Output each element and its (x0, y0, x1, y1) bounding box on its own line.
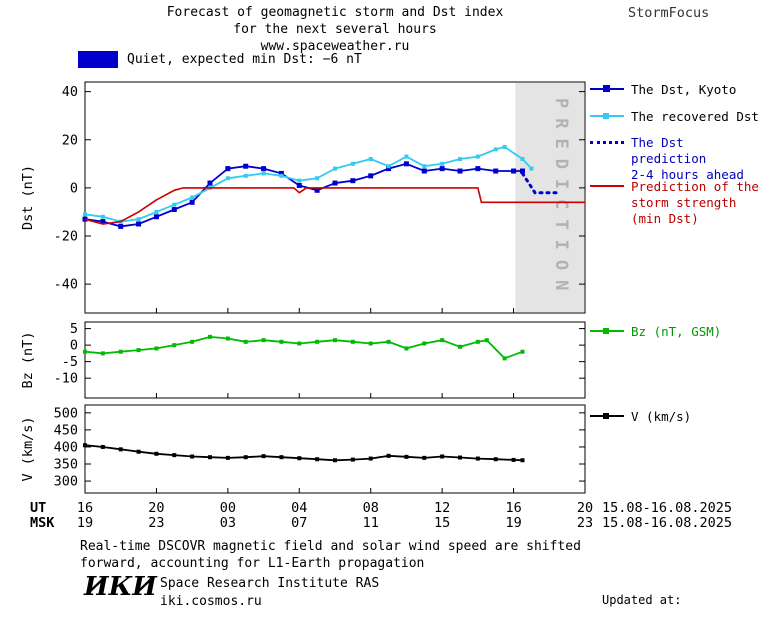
svg-text:0: 0 (70, 180, 78, 196)
svg-text:20: 20 (148, 500, 164, 516)
svg-text:19: 19 (505, 515, 521, 531)
svg-text:16: 16 (505, 500, 521, 516)
dst-kyoto-line-sample-icon (590, 82, 624, 96)
svg-text:20: 20 (577, 500, 593, 516)
svg-text:5: 5 (70, 321, 78, 337)
svg-text:08: 08 (363, 500, 379, 516)
svg-text:20: 20 (62, 132, 78, 148)
bz-line-sample-icon (590, 324, 624, 338)
note-line-2: forward, accounting for L1-Earth propaga… (80, 556, 425, 571)
svg-text:400: 400 (54, 439, 78, 455)
svg-text:PREDICTION: PREDICTION (551, 98, 571, 300)
svg-text:450: 450 (54, 422, 78, 438)
legend-label-bz: Bz (nT, GSM) (631, 324, 722, 339)
institute-name: Space Research Institute RAS (160, 576, 380, 591)
legend-label-dst-kyoto: The Dst, Kyoto (631, 82, 737, 97)
svg-text:23: 23 (577, 515, 593, 531)
svg-text:350: 350 (54, 457, 78, 473)
legend-label-storm-prediction: Prediction of the storm strength (min Ds… (631, 179, 759, 226)
iki-logo: ИКИ (84, 572, 157, 602)
dst-prediction-dotted-line-icon (590, 135, 624, 149)
svg-text:07: 07 (291, 515, 307, 531)
legend-label-recovered-dst: The recovered Dst (631, 109, 759, 124)
legend-label-v: V (km/s) (631, 409, 692, 424)
updated-label: Updated at: (602, 593, 682, 607)
status-row: Quiet, expected min Dst: −6 nT (78, 51, 362, 68)
svg-text:UT: UT (30, 500, 46, 516)
svg-text:40: 40 (62, 84, 78, 100)
svg-text:Bz (nT): Bz (nT) (20, 332, 36, 389)
legend-item-storm-prediction: Prediction of the storm strength (min Ds… (590, 179, 759, 227)
note-line-1: Real-time DSCOVR magnetic field and sola… (80, 539, 581, 554)
v-line-sample-icon (590, 409, 624, 423)
svg-text:12: 12 (434, 500, 450, 516)
legend-item-dst-kyoto: The Dst, Kyoto (590, 82, 736, 98)
legend-item-dst-prediction: The Dst prediction 2-4 hours ahead (590, 135, 760, 183)
recovered-dst-line-sample-icon (590, 109, 624, 123)
svg-text:04: 04 (291, 500, 307, 516)
svg-text:15.08-16.08.2025: 15.08-16.08.2025 (602, 515, 732, 531)
svg-text:16: 16 (77, 500, 93, 516)
svg-text:-5: -5 (62, 354, 78, 370)
legend-item-recovered-dst: The recovered Dst (590, 109, 759, 125)
svg-text:11: 11 (363, 515, 379, 531)
legend-item-bz: Bz (nT, GSM) (590, 324, 721, 340)
legend-item-v: V (km/s) (590, 409, 691, 425)
svg-text:00: 00 (220, 500, 236, 516)
page-title: Forecast of geomagnetic storm and Dst in… (75, 4, 595, 55)
storm-prediction-line-icon (590, 179, 624, 193)
quiet-status-text: Quiet, expected min Dst: −6 nT (127, 52, 362, 67)
brand-label: StormFocus (628, 5, 710, 21)
svg-text:03: 03 (220, 515, 236, 531)
quiet-status-swatch (78, 51, 118, 68)
svg-text:0: 0 (70, 338, 78, 354)
title-line-3-url: www.spaceweather.ru (260, 39, 410, 54)
updated-block: Updated at: UT 16:05, 16.08.2025 MSK 19:… (602, 560, 754, 620)
propagation-note: Real-time DSCOVR magnetic field and sola… (80, 538, 581, 572)
svg-text:300: 300 (54, 474, 78, 490)
svg-text:-40: -40 (54, 277, 78, 293)
svg-text:15: 15 (434, 515, 450, 531)
svg-text:Dst (nT): Dst (nT) (20, 165, 36, 230)
svg-text:15.08-16.08.2025: 15.08-16.08.2025 (602, 500, 732, 516)
svg-text:500: 500 (54, 405, 78, 421)
svg-text:MSK: MSK (30, 515, 55, 531)
svg-text:V (km/s): V (km/s) (20, 416, 36, 481)
svg-text:-20: -20 (54, 229, 78, 245)
svg-text:23: 23 (148, 515, 164, 531)
svg-text:19: 19 (77, 515, 93, 531)
title-line-2: for the next several hours (233, 22, 437, 37)
svg-text:-10: -10 (54, 371, 78, 387)
title-line-1: Forecast of geomagnetic storm and Dst in… (166, 5, 504, 20)
legend-label-dst-prediction: The Dst prediction 2-4 hours ahead (631, 135, 744, 182)
institute-site: iki.cosmos.ru (160, 594, 262, 609)
